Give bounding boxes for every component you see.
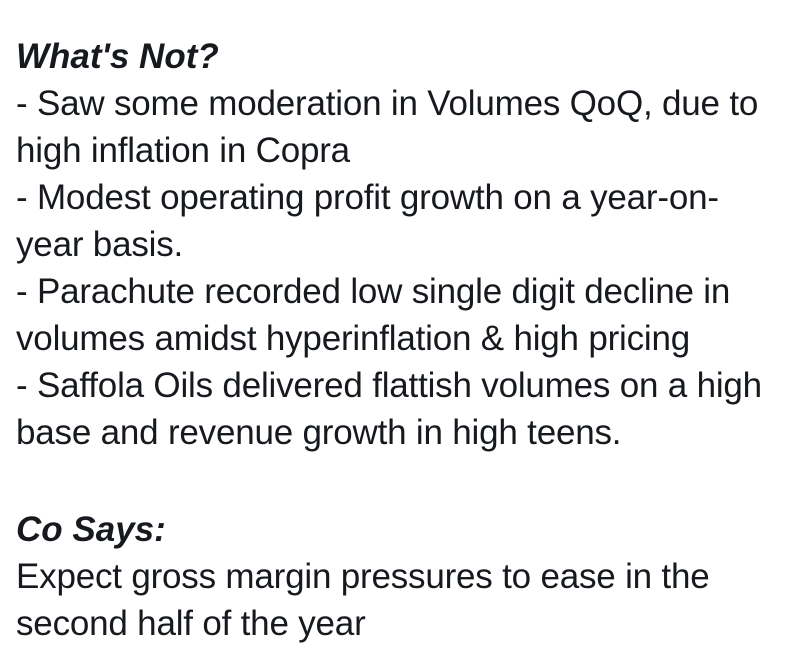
text-line: - Saffola Oils delivered flattish volume… [16, 366, 762, 405]
text-line: high inflation in Copra [16, 131, 350, 170]
text-line: base and revenue growth in high teens. [16, 413, 622, 452]
whats-not-heading: What's Not? [16, 37, 219, 76]
co-says-heading: Co Says: [16, 510, 166, 549]
text-line: - Parachute recorded low single digit de… [16, 272, 731, 311]
text-line: volumes amidst hyperinflation & high pri… [16, 319, 691, 358]
post-text-content: What's Not? - Saw some moderation in Vol… [16, 33, 790, 647]
text-line: second half of the year [16, 604, 366, 643]
text-line: Expect gross margin pressures to ease in… [16, 557, 710, 596]
section-spacer [16, 456, 790, 506]
text-line: - Saw some moderation in Volumes QoQ, du… [16, 84, 759, 123]
text-line: - Modest operating profit growth on a ye… [16, 178, 719, 217]
co-says-section: Co Says: Expect gross margin pressures t… [16, 506, 790, 647]
whats-not-section: What's Not? - Saw some moderation in Vol… [16, 33, 790, 456]
text-line: year basis. [16, 225, 184, 264]
